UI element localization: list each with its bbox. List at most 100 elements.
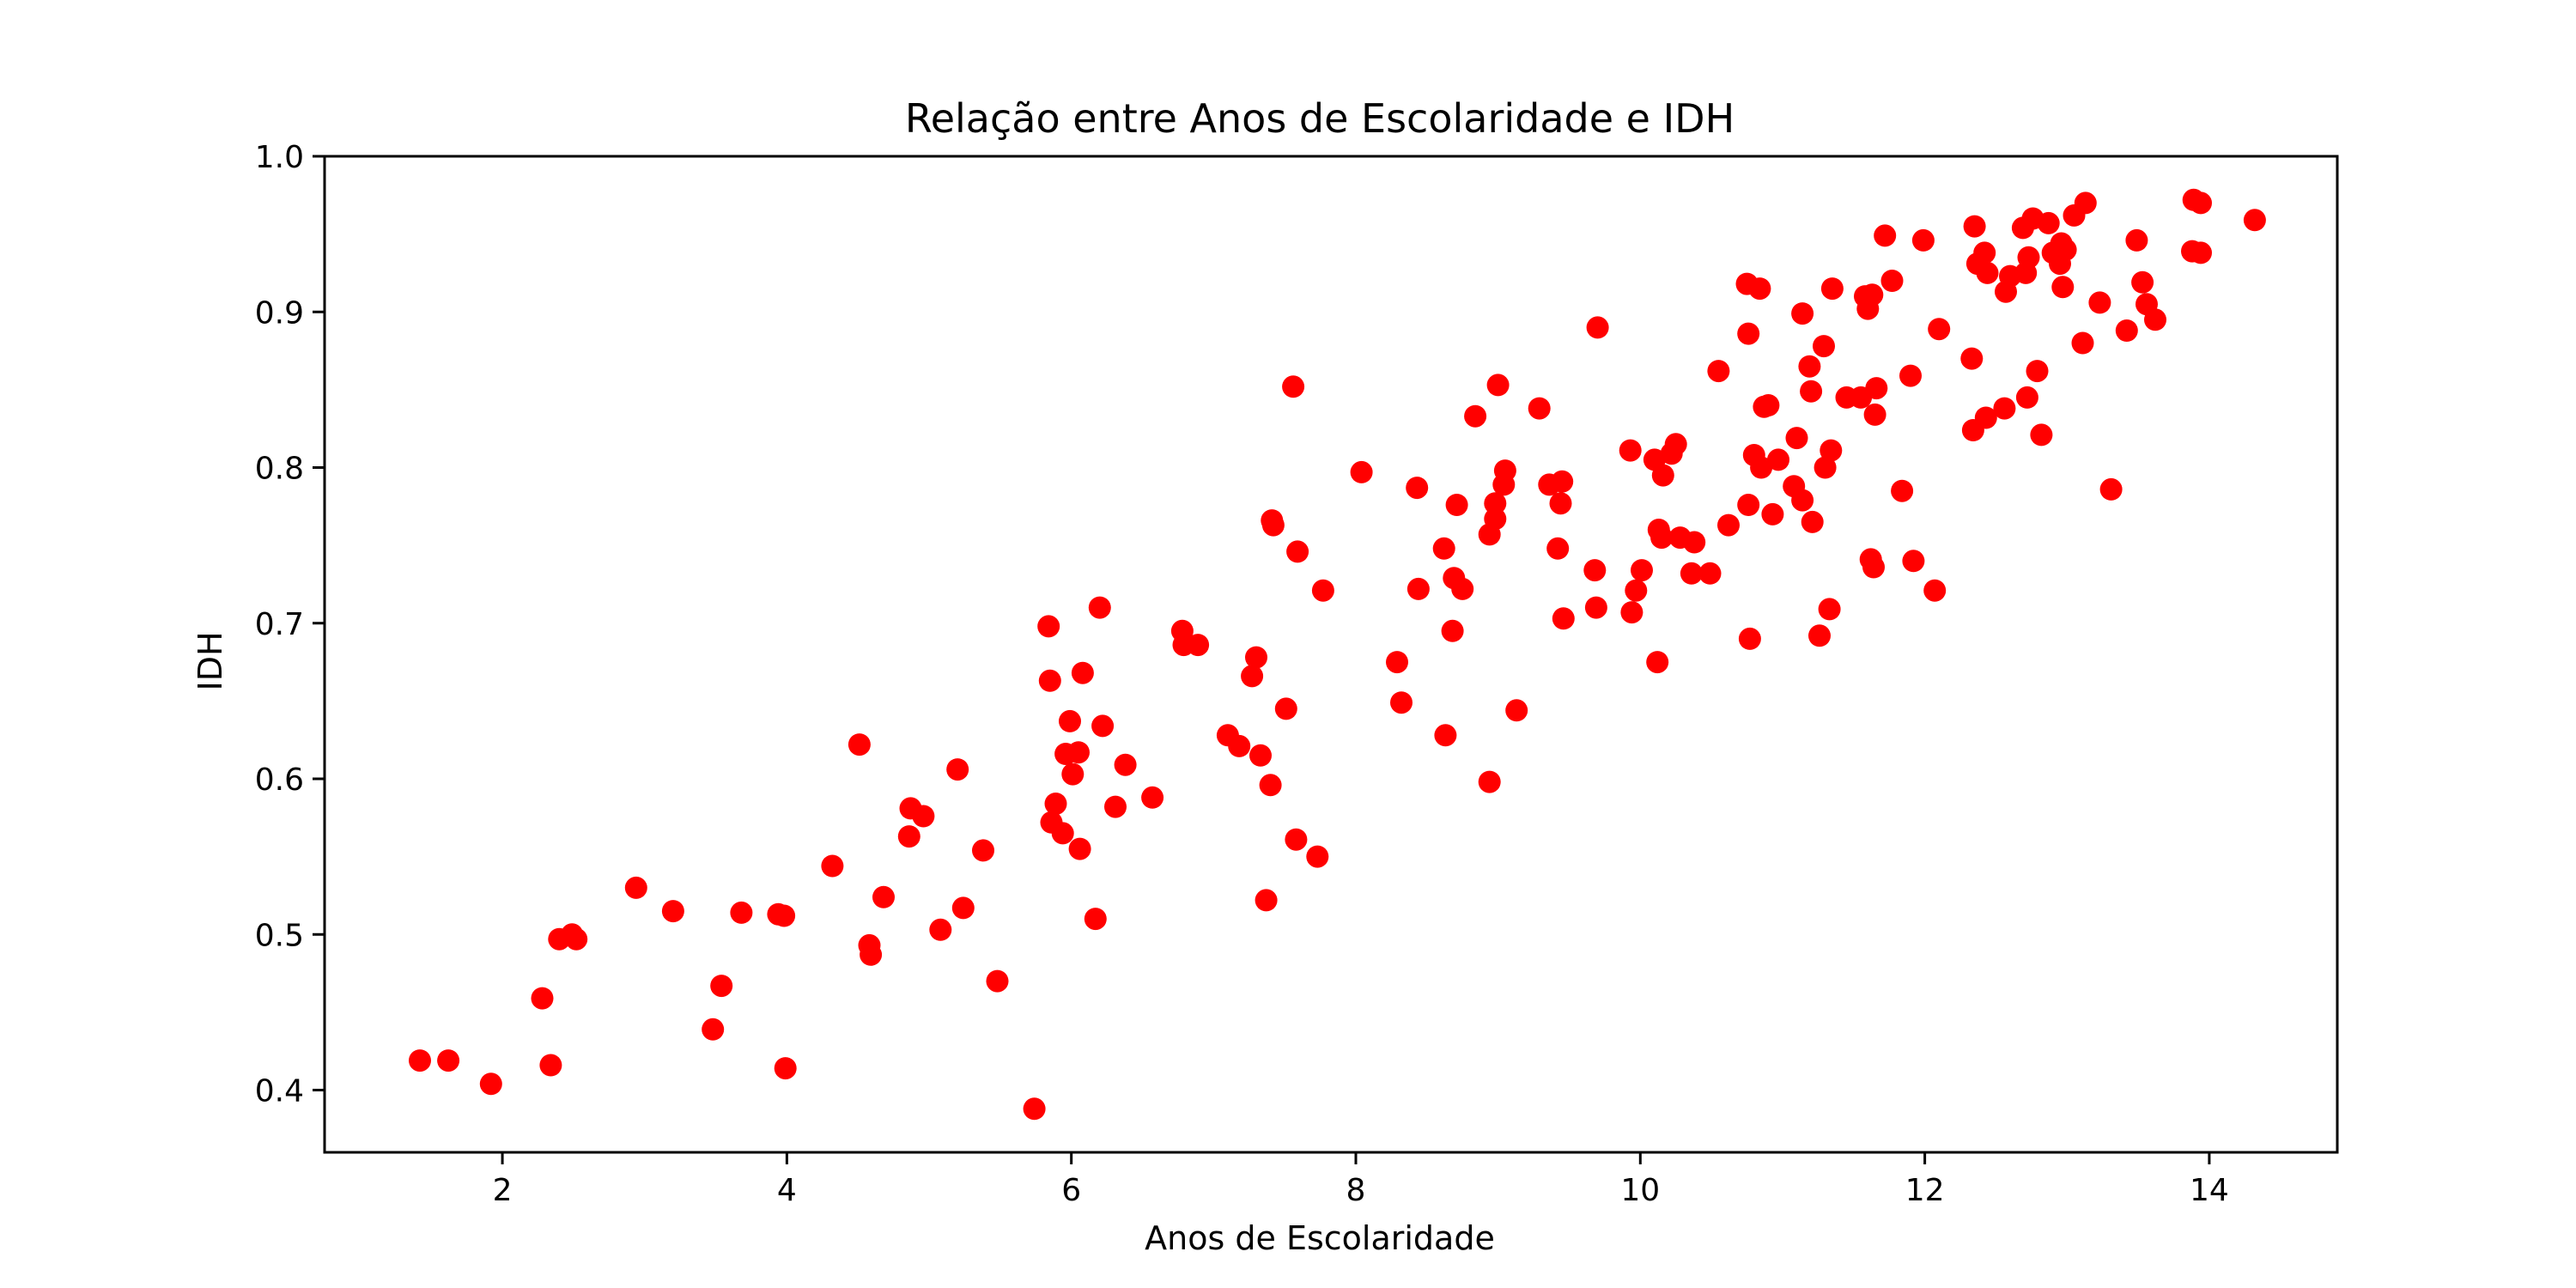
data-point — [1088, 596, 1111, 619]
y-tick-label: 0.6 — [255, 762, 304, 798]
data-point — [2015, 386, 2038, 409]
data-point — [1818, 598, 1841, 621]
data-point — [1880, 270, 1904, 292]
data-point — [1631, 559, 1653, 582]
data-point — [821, 854, 844, 878]
data-point — [1646, 651, 1669, 674]
data-point — [1698, 562, 1722, 585]
y-tick-label: 0.8 — [255, 452, 304, 487]
data-point — [1891, 479, 1914, 502]
data-point — [1114, 753, 1137, 776]
data-points — [409, 188, 2266, 1121]
data-point — [774, 1057, 797, 1080]
data-point — [479, 1072, 502, 1096]
data-point — [1757, 394, 1780, 416]
data-point — [1820, 439, 1843, 462]
data-point — [1306, 845, 1329, 868]
data-point — [2131, 270, 2154, 294]
data-point — [1911, 228, 1935, 252]
data-point — [2243, 209, 2266, 232]
data-point — [1664, 433, 1687, 456]
data-point — [565, 927, 588, 951]
data-point — [1286, 540, 1309, 563]
data-point — [2144, 308, 2166, 331]
data-point — [1274, 697, 1297, 720]
data-point — [1861, 283, 1884, 307]
data-point — [1974, 406, 1997, 429]
data-point — [531, 987, 554, 1010]
data-point — [897, 825, 920, 848]
data-point — [1808, 624, 1831, 647]
data-point — [1584, 596, 1607, 619]
x-tick-label: 14 — [2190, 1173, 2229, 1208]
data-point — [1963, 215, 1986, 238]
data-point — [1707, 360, 1730, 383]
data-point — [1552, 607, 1575, 630]
data-point — [2088, 291, 2111, 314]
data-point — [710, 975, 733, 998]
data-point — [1683, 531, 1706, 554]
data-point — [1432, 537, 1455, 560]
data-point — [1717, 513, 1740, 537]
data-point — [1434, 724, 1457, 747]
data-point — [1484, 492, 1507, 515]
data-point — [1071, 661, 1094, 684]
data-point — [1486, 374, 1510, 397]
data-point — [1493, 459, 1516, 483]
y-tick-label: 0.5 — [255, 918, 304, 953]
data-point — [1923, 579, 1947, 602]
data-point — [1993, 397, 2016, 420]
data-point — [872, 885, 895, 908]
data-point — [1023, 1097, 1046, 1121]
data-point — [1390, 691, 1413, 714]
data-point — [702, 1018, 725, 1041]
data-point — [2017, 246, 2040, 269]
data-point — [1241, 665, 1264, 688]
data-point — [1619, 439, 1642, 462]
data-point — [1748, 277, 1771, 301]
data-point — [1441, 619, 1464, 642]
data-point — [1960, 347, 1984, 370]
data-point — [1228, 734, 1251, 757]
data-point — [409, 1049, 431, 1072]
data-point — [1350, 460, 1373, 483]
data-point — [1874, 224, 1897, 247]
data-point — [1586, 316, 1609, 339]
data-point — [1386, 651, 1408, 674]
data-point — [2026, 360, 2049, 383]
data-point — [1820, 277, 1844, 301]
data-point — [1798, 355, 1821, 378]
data-point — [1311, 579, 1334, 602]
data-point — [1737, 322, 1760, 345]
x-axis: 2 4 6 8 10 12 14 — [493, 1152, 2229, 1208]
data-point — [1059, 709, 1081, 732]
data-point — [1068, 837, 1091, 860]
y-tick-label: 0.7 — [255, 607, 304, 642]
chart-title: Relação entre Anos de Escolaridade e IDH — [905, 95, 1735, 142]
data-point — [1865, 377, 1888, 400]
data-point — [1451, 577, 1474, 600]
data-point — [437, 1049, 460, 1072]
data-point — [1104, 795, 1127, 818]
data-point — [972, 839, 994, 862]
data-point — [1044, 793, 1067, 815]
data-point — [2099, 477, 2123, 501]
data-point — [1785, 427, 1808, 450]
data-point — [730, 901, 753, 924]
data-point — [1528, 397, 1551, 420]
plot-area — [323, 155, 2339, 1154]
data-point — [1245, 646, 1267, 669]
y-tick-label: 0.4 — [255, 1074, 304, 1109]
data-point — [1406, 477, 1429, 500]
data-point — [929, 918, 952, 941]
x-tick-label: 2 — [493, 1173, 513, 1208]
data-point — [1038, 669, 1061, 692]
data-point — [1973, 241, 1996, 264]
data-point — [951, 896, 975, 920]
data-point — [946, 758, 969, 781]
data-point — [1546, 537, 1570, 560]
data-point — [1899, 364, 1922, 387]
data-point — [1583, 559, 1607, 582]
data-point — [1187, 634, 1210, 657]
